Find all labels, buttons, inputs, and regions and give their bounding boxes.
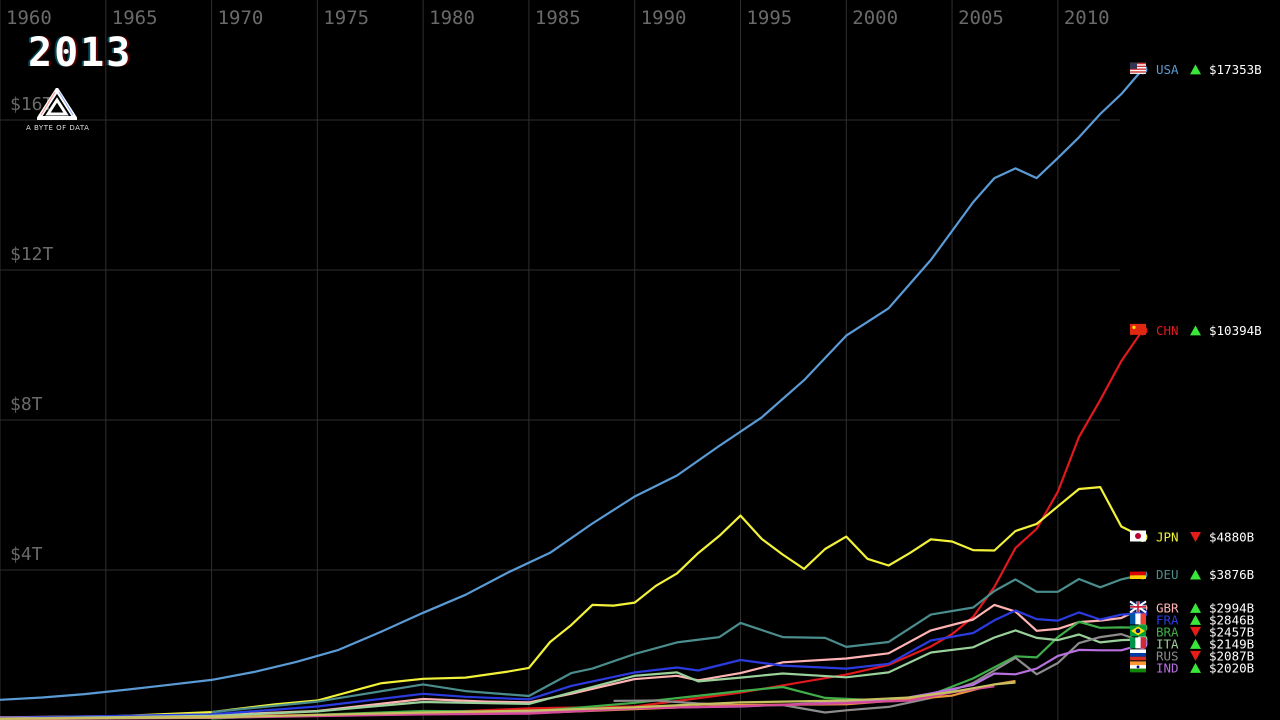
series-line-usa [0,68,1144,701]
x-tick-label: 1960 [6,7,52,29]
series-line-chn [0,329,1144,719]
x-tick-label: 1975 [323,7,369,29]
current-year-label: 2013 [28,30,133,76]
legend-value: $2457B [1209,624,1254,639]
deu-flag-icon [1130,568,1146,579]
chn-flag-icon [1130,323,1146,335]
series-line-gbr [0,603,1143,719]
x-tick-label: 1985 [535,7,581,29]
trend-down-icon [1190,650,1201,661]
trend-up-icon [1190,569,1201,580]
trend-up-icon [1190,602,1201,613]
legend-country-code: GBR [1156,600,1179,615]
legend-country-code: USA [1156,62,1179,77]
legend-item-rus: RUS $2087B [1130,648,1254,663]
legend-country-code: DEU [1156,567,1179,582]
legend-item-bra: BRA $2457B [1130,624,1254,639]
legend-country-code: ITA [1156,636,1179,651]
x-tick-label: 1995 [746,7,792,29]
series-line-unlabeled-12 [0,681,1016,720]
legend-country-code: CHN [1156,323,1179,338]
series-line-jpn [0,486,1143,720]
x-tick-label: 1990 [641,7,687,29]
fra-flag-icon [1130,613,1146,625]
gbr-flag-icon [1129,600,1147,614]
x-tick-label: 1980 [429,7,475,29]
legend-value: $2846B [1209,612,1254,627]
trend-down-icon [1190,532,1201,542]
legend-item-chn: CHN $10394B [1130,323,1262,338]
series-line-fra [0,609,1143,719]
series-lines [0,64,1148,720]
legend-country-code: JPN [1156,530,1179,545]
legend-value: $10394B [1209,323,1262,338]
legend-country-code: IND [1156,660,1179,675]
legend-item-deu: DEU $3876B [1130,567,1254,582]
legend-item-gbr: GBR $2994B [1129,600,1254,615]
series-line-unlabeled-11 [0,685,995,720]
y-axis-ticks: $4T$8T$12T$16T [10,94,54,565]
series-line-bra [211,620,1143,720]
trend-up-icon [1190,614,1201,625]
y-tick-label: $4T [10,544,43,565]
x-tick-label: 2005 [958,7,1004,29]
series-line-ita [0,629,1143,720]
x-tick-label: 1965 [112,7,158,29]
trend-up-icon [1190,638,1201,649]
ita-flag-icon [1130,637,1146,649]
jpn-flag-icon [1130,530,1146,542]
channel-logo: A BYTE OF DATA [26,86,90,132]
grid [0,0,1120,720]
legend-value: $2994B [1209,600,1254,615]
x-tick-label: 1970 [218,7,264,29]
usa-flag-icon [1130,62,1146,74]
legend-value: $2020B [1209,660,1254,675]
legend-value: $17353B [1209,62,1262,77]
trend-up-icon [1190,662,1201,673]
series-line-deu [211,573,1143,714]
legend: USA $17353B CHN $10394B JPN $4880B DEU $3876B GB… [1129,62,1262,675]
legend-item-usa: USA $17353B [1130,62,1262,77]
rus-flag-icon [1130,649,1146,661]
logo-text: A BYTE OF DATA [26,124,90,132]
legend-item-ind: IND $2020B [1130,660,1254,675]
legend-value: $4880B [1209,530,1254,545]
legend-country-code: FRA [1156,612,1179,627]
trend-down-icon [1190,626,1201,637]
x-tick-label: 2010 [1064,7,1110,29]
ind-flag-icon [1130,661,1146,673]
trend-up-icon [1190,64,1201,75]
triangle-logo-icon [35,86,79,120]
legend-item-ita: ITA $2149B [1130,636,1254,651]
x-tick-label: 2000 [852,7,898,29]
y-tick-label: $8T [10,394,43,415]
legend-item-jpn: JPN $4880B [1130,530,1254,545]
legend-country-code: BRA [1156,624,1179,639]
x-axis-ticks: 1960 1965 1970 1975 1980 1985 1990 1995 2000 2005… [6,7,1110,29]
legend-value: $3876B [1209,567,1254,582]
y-tick-label: $12T [10,244,54,265]
bra-flag-icon [1130,625,1146,637]
legend-item-fra: FRA $2846B [1130,612,1254,627]
trend-up-icon [1190,325,1201,336]
legend-value: $2087B [1209,648,1254,663]
legend-value: $2149B [1209,636,1254,651]
legend-country-code: RUS [1156,648,1179,663]
